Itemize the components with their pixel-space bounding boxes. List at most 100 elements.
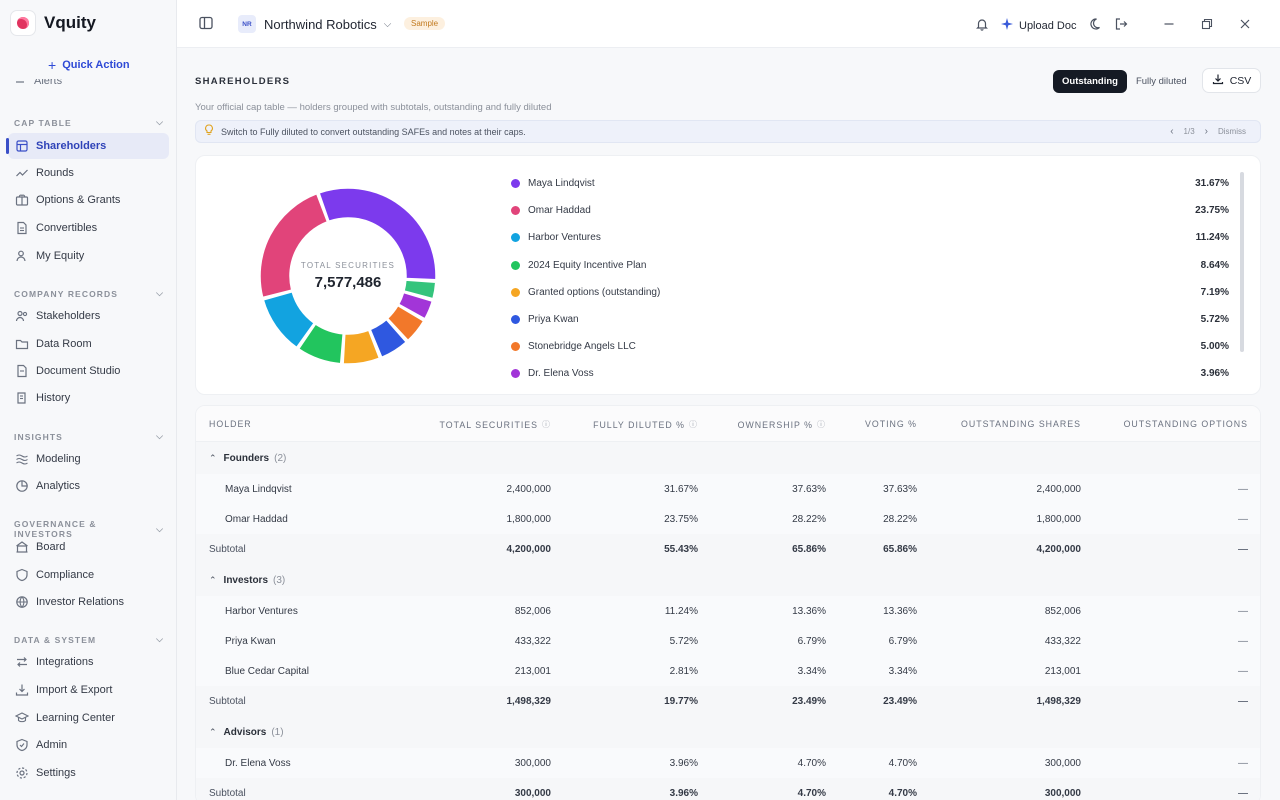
sidebar-item-document-studio[interactable]: Document Studio	[8, 358, 169, 384]
sidebar-item-alerts[interactable]: Alerts	[14, 79, 62, 91]
sidebar-item-board[interactable]: Board	[8, 534, 169, 560]
sidebar-item-modeling[interactable]: Modeling	[8, 446, 169, 472]
sidebar-item-convertibles[interactable]: Convertibles	[8, 215, 169, 241]
table-row[interactable]: Blue Cedar Capital 213,001 2.81% 3.34% 3.34%…	[196, 656, 1260, 686]
chevron-down-icon[interactable]: ⌵	[156, 431, 164, 441]
column-header-holder[interactable]: HOLDER	[209, 419, 252, 429]
legend-label: Stonebridge Angels LLC	[528, 341, 636, 353]
chevron-down-icon[interactable]: ⌵	[156, 634, 164, 644]
info-icon[interactable]: ⓘ	[689, 420, 698, 429]
legend-item[interactable]: Harbor Ventures 11.24%	[511, 224, 1229, 251]
info-icon[interactable]: ⓘ	[817, 420, 826, 429]
column-header-outstanding-shares[interactable]: OUTSTANDING SHARES	[921, 419, 1081, 429]
column-header-outstanding-options[interactable]: OUTSTANDING OPTIONS	[1086, 419, 1248, 429]
donut-slice-dr-elena-voss[interactable]	[397, 291, 434, 320]
legend-item[interactable]: Priya Kwan 5.72%	[511, 306, 1229, 333]
sidebar-item-label: Data Room	[36, 338, 92, 350]
brand[interactable]: Vquity	[10, 9, 96, 37]
sidebar-item-options-grants[interactable]: Options & Grants	[8, 187, 169, 213]
nav-section-insights[interactable]: INSIGHTS ⌵	[14, 431, 164, 442]
nav-section-label: CAP TABLE	[14, 117, 72, 128]
group-toggle[interactable]: ⌃ Advisors (1)	[209, 716, 284, 748]
legend-item[interactable]: Granted options (outstanding) 7.19%	[511, 279, 1229, 306]
chevron-down-icon[interactable]: ⌵	[156, 117, 164, 127]
sidebar-item-shareholders[interactable]: Shareholders	[6, 133, 169, 159]
upload-doc-button[interactable]: Upload Doc	[1000, 17, 1076, 34]
table-row[interactable]: Dr. Elena Voss 300,000 3.96% 4.70% 4.70% 300,…	[196, 748, 1260, 778]
chevron-right-icon[interactable]: ›	[1204, 126, 1208, 137]
restore-icon[interactable]	[1200, 17, 1214, 31]
legend-scrollbar[interactable]	[1240, 172, 1244, 352]
logout-icon[interactable]	[1114, 17, 1128, 31]
quick-action-button[interactable]: + Quick Action	[48, 58, 130, 72]
chevron-down-icon[interactable]: ⌵	[156, 288, 164, 298]
column-header-voting[interactable]: VOTING %	[831, 419, 917, 429]
group-toggle[interactable]: ⌃ Founders (2)	[209, 442, 286, 474]
page-title: SHAREHOLDERS	[195, 76, 291, 87]
company-switcher[interactable]: NR Northwind Robotics ⌵	[238, 15, 391, 33]
sidebar-item-rounds[interactable]: Rounds	[8, 160, 169, 186]
group-toggle[interactable]: ⌃ Investors (3)	[209, 564, 285, 596]
group-name: Advisors	[223, 726, 267, 738]
sidebar-item-history[interactable]: History	[8, 385, 169, 411]
legend-swatch	[511, 287, 520, 297]
close-icon[interactable]	[1238, 17, 1252, 31]
sidebar-item-compliance[interactable]: Compliance	[8, 562, 169, 588]
investor-relations-icon	[15, 595, 29, 609]
sidebar-item-settings[interactable]: Settings	[8, 760, 169, 786]
group-row-advisors[interactable]: ⌃ Advisors (1)	[196, 716, 1260, 748]
outstanding-toggle[interactable]: Outstanding	[1053, 69, 1127, 93]
donut-slice-2024-equity-incentive-plan[interactable]	[297, 323, 344, 365]
column-header-fully-diluted[interactable]: FULLY DILUTED % ⓘ	[556, 419, 698, 430]
table-row[interactable]: Omar Haddad 1,800,000 23.75% 28.22% 28.22% 1,…	[196, 504, 1260, 534]
chevron-up-icon[interactable]: ⌃	[209, 574, 217, 585]
legend-value: 8.64%	[1200, 259, 1229, 271]
nav-section-company-records[interactable]: COMPANY RECORDS ⌵	[14, 288, 164, 299]
legend-item[interactable]: Stonebridge Angels LLC 5.00%	[511, 333, 1229, 360]
sidebar-item-analytics[interactable]: Analytics	[8, 473, 169, 499]
legend-item[interactable]: Maya Lindqvist 31.67%	[511, 170, 1229, 197]
group-row-founders[interactable]: ⌃ Founders (2)	[196, 442, 1260, 474]
chevron-down-icon[interactable]: ⌵	[156, 523, 164, 534]
legend-item[interactable]: Dr. Elena Voss 3.96%	[511, 360, 1229, 387]
legend-item[interactable]: 2024 Equity Incentive Plan 8.64%	[511, 252, 1229, 279]
bell-icon[interactable]	[975, 17, 989, 31]
tip-dismiss[interactable]: Dismiss	[1218, 127, 1246, 136]
chevron-up-icon[interactable]: ⌃	[209, 452, 217, 463]
sidebar-item-admin[interactable]: Admin	[8, 732, 169, 758]
column-header-ownership[interactable]: OWNERSHIP % ⓘ	[701, 419, 826, 430]
donut-slice-2024-equity-incentive-plan-unallocated-[interactable]	[403, 279, 437, 300]
chevron-up-icon[interactable]: ⌃	[209, 726, 217, 737]
fully-diluted-toggle[interactable]: Fully diluted	[1135, 75, 1187, 87]
donut-slice-harbor-ventures[interactable]	[262, 290, 315, 349]
table-row[interactable]: Priya Kwan 433,322 5.72% 6.79% 6.79% 433,322 —	[196, 626, 1260, 656]
table-row[interactable]: Harbor Ventures 852,006 11.24% 13.36% 13.36%…	[196, 596, 1260, 626]
moon-icon[interactable]	[1087, 17, 1101, 31]
table-cell: 1,800,000	[506, 513, 552, 525]
csv-export-button[interactable]: CSV	[1202, 68, 1261, 93]
sidebar-item-investor-relations[interactable]: Investor Relations	[8, 589, 169, 615]
donut-slice-maya-lindqvist[interactable]	[318, 187, 437, 281]
sidebar-item-import-export[interactable]: Import & Export	[8, 677, 169, 703]
sidebar-item-data-room[interactable]: Data Room	[8, 331, 169, 357]
donut-slice-stonebridge-angels-llc[interactable]	[386, 304, 425, 342]
sidebar-item-learning-center[interactable]: Learning Center	[8, 705, 169, 731]
donut-slice-granted-options-outstanding-[interactable]	[342, 329, 381, 365]
nav-section-data-system[interactable]: DATA & SYSTEM ⌵	[14, 634, 164, 645]
donut-slice-priya-kwan[interactable]	[369, 318, 407, 359]
donut-slice-omar-haddad[interactable]	[259, 192, 329, 299]
toggle-sidebar-icon[interactable]	[198, 15, 214, 31]
sidebar-item-stakeholders[interactable]: Stakeholders	[8, 303, 169, 329]
sidebar-item-my-equity[interactable]: My Equity	[8, 243, 169, 269]
learning-center-icon	[15, 711, 29, 725]
info-icon[interactable]: ⓘ	[542, 420, 551, 429]
minimize-icon[interactable]	[1162, 17, 1176, 31]
table-row[interactable]: Maya Lindqvist 2,400,000 31.67% 37.63% 37.63…	[196, 474, 1260, 504]
legend-item[interactable]: Omar Haddad 23.75%	[511, 197, 1229, 224]
column-header-total-securities[interactable]: TOTAL SECURITIES ⓘ	[396, 419, 551, 430]
chevron-left-icon[interactable]: ‹	[1170, 126, 1174, 137]
sidebar-item-integrations[interactable]: Integrations	[8, 649, 169, 675]
nav-section-cap-table[interactable]: CAP TABLE ⌵	[14, 117, 164, 128]
nav-section-governance-investors[interactable]: GOVERNANCE & INVESTORS ⌵	[14, 519, 164, 539]
group-row-investors[interactable]: ⌃ Investors (3)	[196, 564, 1260, 596]
